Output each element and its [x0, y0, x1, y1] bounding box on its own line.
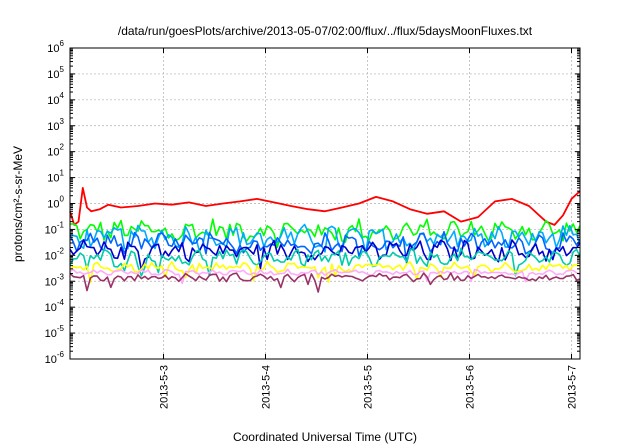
y-tick-base: 10 [45, 354, 57, 366]
y-tick-label: 10-3 [45, 272, 65, 288]
y-tick-exponent: -3 [57, 272, 65, 281]
axes: 10-610-510-410-310-210-11001011021031041… [45, 39, 580, 409]
series-group [69, 187, 581, 293]
y-tick-label: 105 [47, 65, 64, 81]
y-tick-label: 10-5 [45, 324, 65, 340]
series-line-5 [69, 239, 581, 271]
y-tick-label: 10-2 [45, 246, 65, 262]
series-line-2 [69, 218, 581, 248]
series-line-3 [69, 223, 581, 254]
series-line-9 [69, 272, 581, 293]
y-tick-base: 10 [45, 224, 57, 236]
y-tick-label: 101 [47, 169, 64, 185]
x-axis-label: Coordinated Universal Time (UTC) [233, 430, 417, 444]
y-tick-exponent: 4 [60, 91, 65, 100]
x-tick-label: 2013-5-3 [159, 365, 171, 409]
y-tick-base: 10 [47, 199, 59, 211]
y-tick-label: 102 [47, 143, 64, 159]
series-line-1 [69, 187, 581, 226]
y-tick-base: 10 [45, 302, 57, 314]
x-tick-label: 2013-5-5 [363, 365, 375, 409]
x-tick-label: 2013-5-6 [465, 365, 477, 409]
y-axis-label: protons/cm²-s-sr-MeV [11, 146, 25, 262]
y-tick-exponent: -6 [57, 350, 65, 359]
y-tick-exponent: 0 [60, 195, 65, 204]
y-tick-exponent: 2 [60, 143, 65, 152]
y-tick-exponent: 5 [60, 65, 65, 74]
y-tick-base: 10 [47, 95, 59, 107]
y-tick-label: 10-1 [45, 220, 65, 236]
y-tick-label: 10-4 [45, 298, 65, 314]
y-tick-exponent: -5 [57, 324, 65, 333]
y-tick-base: 10 [45, 328, 57, 340]
y-tick-base: 10 [47, 121, 59, 133]
y-tick-base: 10 [47, 69, 59, 81]
y-tick-base: 10 [47, 173, 59, 185]
series-line-8 [69, 268, 581, 285]
y-tick-exponent: -4 [57, 298, 65, 307]
y-tick-base: 10 [47, 147, 59, 159]
y-tick-base: 10 [47, 43, 59, 55]
y-tick-label: 104 [47, 91, 64, 107]
y-tick-exponent: 6 [60, 39, 65, 48]
x-tick-label: 2013-5-7 [567, 365, 579, 409]
y-tick-label: 100 [47, 195, 64, 211]
grid [70, 48, 580, 359]
y-tick-label: 10-6 [45, 350, 65, 366]
y-tick-base: 10 [45, 276, 57, 288]
y-tick-label: 103 [47, 117, 64, 133]
y-tick-exponent: 3 [60, 117, 65, 126]
y-tick-label: 106 [47, 39, 64, 55]
y-tick-base: 10 [45, 250, 57, 262]
y-tick-exponent: -2 [57, 246, 65, 255]
x-tick-label: 2013-5-4 [261, 365, 273, 409]
y-tick-exponent: -1 [57, 220, 65, 229]
chart-title: /data/run/goesPlots/archive/2013-05-07/0… [118, 24, 533, 38]
y-tick-exponent: 1 [60, 169, 65, 178]
series-line-4 [69, 230, 581, 264]
series-line-6 [69, 247, 581, 277]
series-line-7 [69, 260, 581, 284]
